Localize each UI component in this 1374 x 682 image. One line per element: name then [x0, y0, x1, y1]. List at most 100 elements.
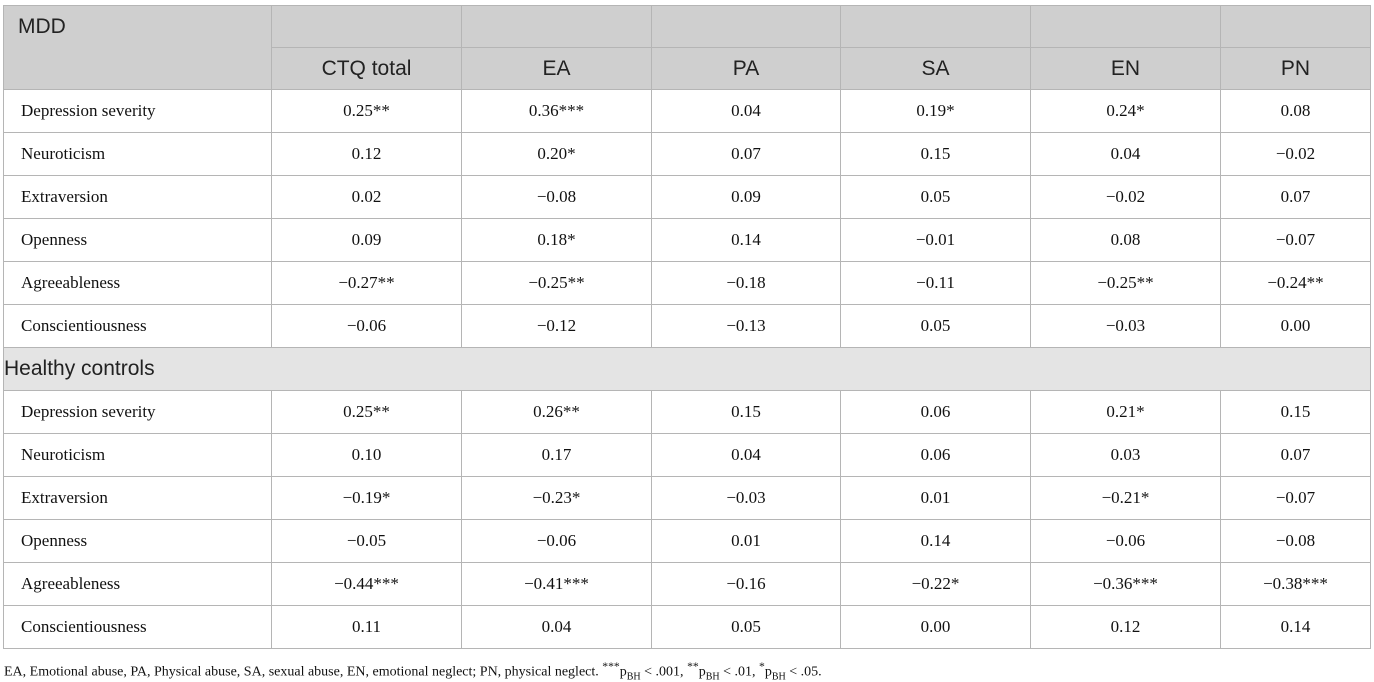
table-cell: −0.07: [1220, 218, 1371, 262]
table-cell: 0.07: [1220, 433, 1371, 477]
footnote-stars-2: **: [687, 660, 699, 673]
row-label: Agreeableness: [3, 261, 272, 305]
table-cell: 0.14: [1220, 605, 1371, 649]
table-cell: −0.38***: [1220, 562, 1371, 606]
table-row: Openness 0.09 0.18* 0.14 −0.01 0.08 −0.07: [3, 218, 1371, 262]
footnote-p-sub: BH: [705, 671, 720, 682]
table-cell: 0.06: [840, 390, 1031, 434]
table-row: Neuroticism 0.10 0.17 0.04 0.06 0.03 0.07: [3, 433, 1371, 477]
table-row: Conscientiousness 0.11 0.04 0.05 0.00 0.12 0.1…: [3, 605, 1371, 649]
table-cell: −0.02: [1220, 132, 1371, 176]
table-cell: −0.03: [651, 476, 841, 520]
table-cell: −0.13: [651, 304, 841, 348]
row-label: Extraversion: [3, 175, 272, 219]
table-cell: −0.01: [840, 218, 1031, 262]
table-cell: 0.01: [651, 519, 841, 563]
column-header: EA: [461, 47, 652, 90]
table-cell: 0.25**: [271, 390, 462, 434]
table-cell: −0.02: [1030, 175, 1221, 219]
footnote-p-sub: BH: [626, 671, 641, 682]
row-label: Openness: [3, 519, 272, 563]
footnote-p: p: [698, 664, 706, 680]
table-cell: 0.25**: [271, 89, 462, 133]
table-cell: 0.02: [271, 175, 462, 219]
column-header: PN: [1220, 47, 1371, 90]
table-row: Agreeableness −0.44*** −0.41*** −0.16 −0.22*…: [3, 562, 1371, 606]
row-label: Depression severity: [3, 390, 272, 434]
row-label: Neuroticism: [3, 433, 272, 477]
table-cell: 0.05: [840, 304, 1031, 348]
table-row: Openness −0.05 −0.06 0.01 0.14 −0.06 −0.08: [3, 519, 1371, 563]
group-title-healthy-controls: Healthy controls: [3, 347, 1371, 391]
table-cell: 0.21*: [1030, 390, 1221, 434]
table-cell: 0.04: [651, 433, 841, 477]
table-cell: −0.19*: [271, 476, 462, 520]
table-cell: 0.05: [840, 175, 1031, 219]
table-cell: 0.36***: [461, 89, 652, 133]
table-cell: 0.14: [840, 519, 1031, 563]
table-cell: 0.01: [840, 476, 1031, 520]
table-cell: −0.41***: [461, 562, 652, 606]
table-cell: −0.11: [840, 261, 1031, 305]
table-cell: 0.06: [840, 433, 1031, 477]
table-cell: −0.06: [461, 519, 652, 563]
footnote-p-sub: BH: [771, 671, 786, 682]
table-cell: 0.17: [461, 433, 652, 477]
row-label: Agreeableness: [3, 562, 272, 606]
table-cell: 0.24*: [1030, 89, 1221, 133]
table-cell: 0.09: [271, 218, 462, 262]
table-cell: 0.07: [1220, 175, 1371, 219]
table-cell: −0.07: [1220, 476, 1371, 520]
table-cell: −0.36***: [1030, 562, 1221, 606]
table-cell: 0.08: [1030, 218, 1221, 262]
table-cell: −0.16: [651, 562, 841, 606]
footnote-stars-3: *: [759, 660, 765, 673]
table-cell: 0.18*: [461, 218, 652, 262]
row-label: Openness: [3, 218, 272, 262]
column-header: EN: [1030, 47, 1221, 90]
table-cell: 0.09: [651, 175, 841, 219]
table-cell: −0.44***: [271, 562, 462, 606]
table-cell: 0.04: [1030, 132, 1221, 176]
table-cell: −0.21*: [1030, 476, 1221, 520]
row-label: Conscientiousness: [3, 605, 272, 649]
table-cell: 0.00: [1220, 304, 1371, 348]
mdd-rows: Depression severity 0.25** 0.36*** 0.04 0.19…: [3, 89, 1371, 348]
table-row: Extraversion 0.02 −0.08 0.09 0.05 −0.02 0.07: [3, 175, 1371, 219]
table-row: Neuroticism 0.12 0.20* 0.07 0.15 0.04 −0.02: [3, 132, 1371, 176]
table-cell: −0.12: [461, 304, 652, 348]
footnote-p: p: [619, 664, 627, 680]
table-row: Agreeableness −0.27** −0.25** −0.18 −0.11 −0.…: [3, 261, 1371, 305]
table-cell: 0.12: [1030, 605, 1221, 649]
table-row: Conscientiousness −0.06 −0.12 −0.13 0.05 −0.0…: [3, 304, 1371, 348]
table-cell: −0.25**: [461, 261, 652, 305]
table-cell: −0.27**: [271, 261, 462, 305]
row-label: Neuroticism: [3, 132, 272, 176]
footnote-threshold-3: < .05.: [785, 664, 822, 680]
table-cell: −0.23*: [461, 476, 652, 520]
footnote-abbreviations: EA, Emotional abuse, PA, Physical abuse,…: [4, 664, 603, 680]
table-row: Extraversion −0.19* −0.23* −0.03 0.01 −0.21* −…: [3, 476, 1371, 520]
table-cell: −0.03: [1030, 304, 1221, 348]
table-cell: 0.19*: [840, 89, 1031, 133]
footnote-threshold-1: < .001,: [640, 664, 688, 680]
table-cell: 0.08: [1220, 89, 1371, 133]
row-label: Conscientiousness: [3, 304, 272, 348]
table-cell: −0.24**: [1220, 261, 1371, 305]
table-cell: 0.10: [271, 433, 462, 477]
table-cell: 0.15: [840, 132, 1031, 176]
table-cell: 0.04: [651, 89, 841, 133]
table-cell: 0.03: [1030, 433, 1221, 477]
row-label: Extraversion: [3, 476, 272, 520]
table-cell: −0.18: [651, 261, 841, 305]
table-cell: −0.22*: [840, 562, 1031, 606]
table-cell: 0.20*: [461, 132, 652, 176]
table-cell: 0.04: [461, 605, 652, 649]
table-cell: 0.11: [271, 605, 462, 649]
footnote-p: p: [764, 664, 772, 680]
table-row: Depression severity 0.25** 0.26** 0.15 0.06 0…: [3, 390, 1371, 434]
table-cell: −0.05: [271, 519, 462, 563]
table-cell: −0.08: [461, 175, 652, 219]
table-cell: 0.15: [1220, 390, 1371, 434]
group-title-mdd: MDD: [3, 5, 272, 90]
